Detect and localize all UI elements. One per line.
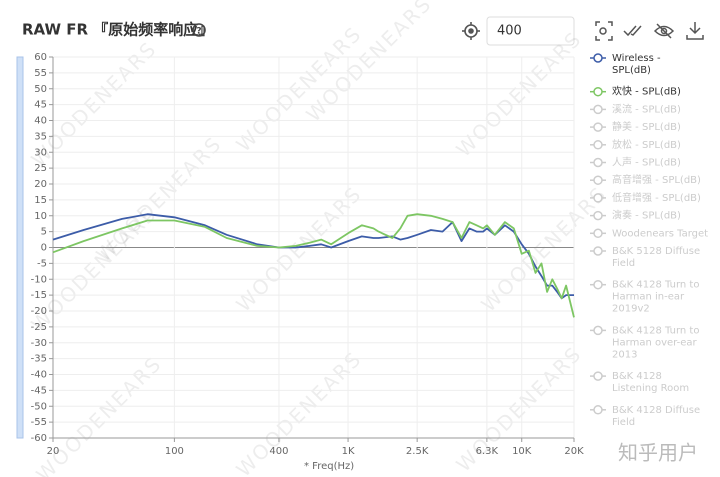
legend-item[interactable] [590, 104, 606, 115]
x-tick-label: 1K [342, 446, 355, 457]
y-tick-label: -10 [31, 274, 47, 285]
legend-label: 低音增强 - SPL(dB) [612, 191, 701, 204]
legend-item[interactable] [590, 157, 606, 168]
help-icon[interactable] [192, 23, 206, 37]
legend: Wireless - SPL(dB) 欢快 - SPL(dB) 溪流 - SPL(d… [590, 53, 708, 428]
legend-item[interactable] [590, 193, 606, 203]
legend-item[interactable] [590, 140, 606, 150]
y-tick-label: -25 [31, 322, 47, 333]
legend-marker [593, 246, 603, 256]
y-tick-label: -15 [31, 290, 47, 301]
legend-label: 静美 - SPL(dB) [612, 120, 681, 133]
x-tick-label: 20 [47, 446, 60, 457]
x-tick-label: 400 [269, 446, 288, 457]
chart-title: RAW FR 『原始频率响应』 [22, 21, 213, 39]
legend-marker [593, 157, 603, 168]
x-tick-label: 2.5K [406, 446, 429, 457]
y-tick-label: 0 [41, 243, 47, 254]
legend-item[interactable] [590, 246, 606, 256]
legend-marker [593, 228, 603, 239]
series-line [52, 213, 575, 318]
legend-marker [593, 175, 603, 185]
legend-marker [593, 104, 603, 115]
corner-watermark: 知乎用户 [618, 441, 698, 465]
crosshair-icon[interactable] [462, 22, 480, 40]
download-tool[interactable] [686, 22, 704, 40]
y-tick-label: 15 [34, 195, 47, 206]
legend-label: 演奏 - SPL(dB) [612, 209, 681, 222]
legend-marker [593, 371, 603, 381]
y-tick-label: 55 [34, 68, 47, 79]
legend-marker [593, 405, 603, 415]
y-tick-label: 35 [34, 131, 47, 142]
legend-marker [593, 325, 603, 336]
series-line [52, 213, 574, 300]
frequency-input-value: 400 [497, 24, 522, 39]
y-tick-label: 45 [34, 100, 47, 111]
legend-marker [593, 86, 603, 97]
legend-item[interactable] [590, 122, 606, 132]
toolbar [595, 21, 704, 41]
legend-marker [593, 140, 603, 150]
y-tick-label: 40 [34, 116, 47, 127]
x-axis-label: * Freq(Hz) [304, 461, 354, 472]
legend-marker [593, 53, 603, 63]
select-all-tool[interactable] [623, 25, 642, 37]
legend-marker [593, 279, 603, 290]
zoom-tool[interactable] [595, 21, 613, 41]
y-tick-label: 5 [41, 227, 47, 238]
legend-label: 欢快 - SPL(dB) [612, 85, 681, 98]
legend-label: B&K 4128 Listening Room [612, 371, 689, 394]
y-tick-label: -50 [31, 401, 47, 412]
legend-item[interactable] [590, 210, 606, 221]
y-tick-label: -45 [31, 385, 47, 396]
y-tick-label: -20 [31, 306, 47, 317]
y-tick-label: -40 [31, 370, 47, 381]
legend-item[interactable] [590, 405, 606, 415]
y-tick-label: -30 [31, 338, 47, 349]
y-tick-label: -35 [31, 354, 47, 365]
legend-item[interactable] [590, 325, 606, 336]
legend-label: 溪流 - SPL(dB) [612, 102, 681, 115]
y-tick-label: -5 [37, 258, 47, 269]
legend-item[interactable] [590, 279, 606, 290]
x-tick-label: 10K [512, 446, 532, 457]
y-tick-label: -60 [31, 433, 47, 444]
frequency-input[interactable] [486, 16, 575, 46]
x-tick-label: 100 [165, 446, 184, 457]
y-tick-label: 60 [34, 52, 47, 63]
y-tick-label: 50 [34, 84, 47, 95]
y-tick-label: 25 [34, 163, 47, 174]
legend-label: B&K 4128 Diffuse Field [612, 405, 703, 428]
x-tick-label: 6.3K [476, 446, 499, 457]
legend-item[interactable] [590, 53, 606, 63]
legend-item[interactable] [590, 175, 606, 185]
legend-item[interactable] [590, 371, 606, 381]
y-tick-label: 10 [34, 211, 47, 222]
y-tick-label: 20 [34, 179, 47, 190]
y-tick-label: -55 [31, 417, 47, 428]
zoom-slider[interactable] [16, 56, 24, 439]
legend-label: Woodenears Target [612, 228, 708, 239]
y-tick-label: 30 [34, 147, 47, 158]
legend-label: B&K 5128 Diffuse Field [612, 246, 703, 269]
x-tick-label: 20K [564, 446, 584, 457]
legend-label: B&K 4128 Turn to Harman over-ear 2013 [612, 325, 703, 360]
legend-label: 高音增强 - SPL(dB) [612, 173, 701, 186]
legend-label: B&K 4128 Turn to Harman in-ear 2019v2 [612, 280, 703, 315]
legend-label: 放松 - SPL(dB) [612, 138, 681, 151]
legend-item[interactable] [590, 86, 606, 97]
legend-label: Wireless - SPL(dB) [612, 53, 664, 76]
legend-marker [593, 210, 603, 221]
legend-marker [593, 193, 603, 203]
plot [52, 213, 575, 318]
legend-marker [593, 122, 603, 132]
hide-tool[interactable] [653, 23, 675, 39]
legend-item[interactable] [590, 228, 606, 239]
help-text: ? [196, 27, 201, 37]
legend-label: 人声 - SPL(dB) [612, 156, 681, 169]
